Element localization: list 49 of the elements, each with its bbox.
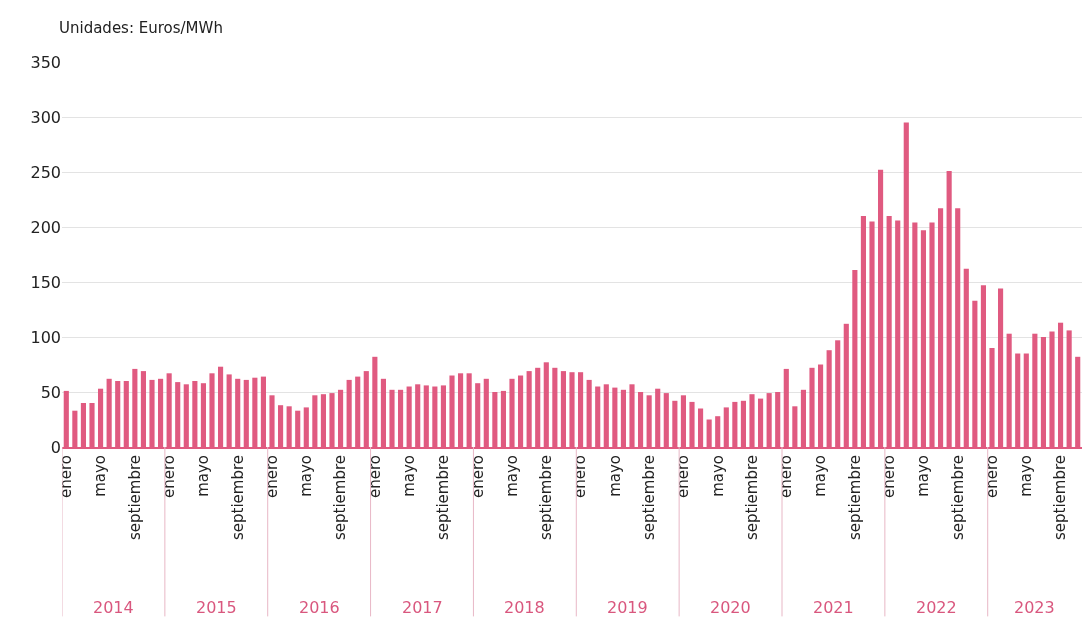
text: 2021: [813, 598, 854, 617]
text: 2023: [1014, 598, 1055, 617]
y-tick-label: 250: [30, 162, 61, 182]
x-tick-label: septiembre: [125, 455, 144, 541]
text: 2022: [916, 598, 957, 617]
y-tick-label: 50: [40, 382, 61, 402]
y-axis-title: Unidades: Euros/MWh: [59, 19, 223, 37]
text: 2017: [402, 598, 443, 617]
x-tick-label: mayo: [502, 455, 521, 497]
x-tick-label: mayo: [914, 455, 933, 497]
x-tick-label: mayo: [1017, 455, 1036, 497]
x-tick-label: enero: [880, 455, 899, 498]
x-tick-label: mayo: [297, 455, 316, 497]
x-tick-label: enero: [57, 455, 76, 498]
x-tick-label: septiembre: [228, 455, 247, 541]
x-tick-label: mayo: [91, 455, 110, 497]
x-tick-label: septiembre: [434, 455, 453, 541]
x-tick-label: mayo: [605, 455, 624, 497]
x-tick-label: mayo: [811, 455, 830, 497]
x-tick-label: septiembre: [640, 455, 659, 541]
text: 2019: [607, 598, 648, 617]
x-tick-label: enero: [982, 455, 1001, 498]
text: 2018: [504, 598, 545, 617]
x-tick-label: septiembre: [948, 455, 967, 541]
x-tick-label: enero: [468, 455, 487, 498]
x-tick-label: mayo: [708, 455, 727, 497]
text: 2020: [710, 598, 751, 617]
text: 2015: [196, 598, 237, 617]
y-tick-label: 150: [30, 272, 61, 292]
x-tick-label: septiembre: [537, 455, 556, 541]
y-tick-label: 350: [30, 52, 61, 72]
y-tick-label: 100: [30, 327, 61, 347]
text: 2014: [93, 598, 134, 617]
y-tick-label: 300: [30, 107, 61, 127]
x-tick-label: enero: [777, 455, 796, 498]
x-tick-label: mayo: [400, 455, 419, 497]
x-tick-label: enero: [365, 455, 384, 498]
x-tick-label: septiembre: [845, 455, 864, 541]
x-tick-label: enero: [262, 455, 281, 498]
x-tick-label: septiembre: [742, 455, 761, 541]
x-tick-label: septiembre: [331, 455, 350, 541]
x-tick-label: mayo: [194, 455, 213, 497]
x-tick-label: enero: [674, 455, 693, 498]
x-tick-label: septiembre: [1051, 455, 1070, 541]
x-tick-label: enero: [571, 455, 590, 498]
text: 2016: [299, 598, 340, 617]
y-tick-label: 0: [50, 437, 61, 457]
x-tick-label: enero: [160, 455, 179, 498]
y-tick-label: 200: [30, 217, 61, 237]
